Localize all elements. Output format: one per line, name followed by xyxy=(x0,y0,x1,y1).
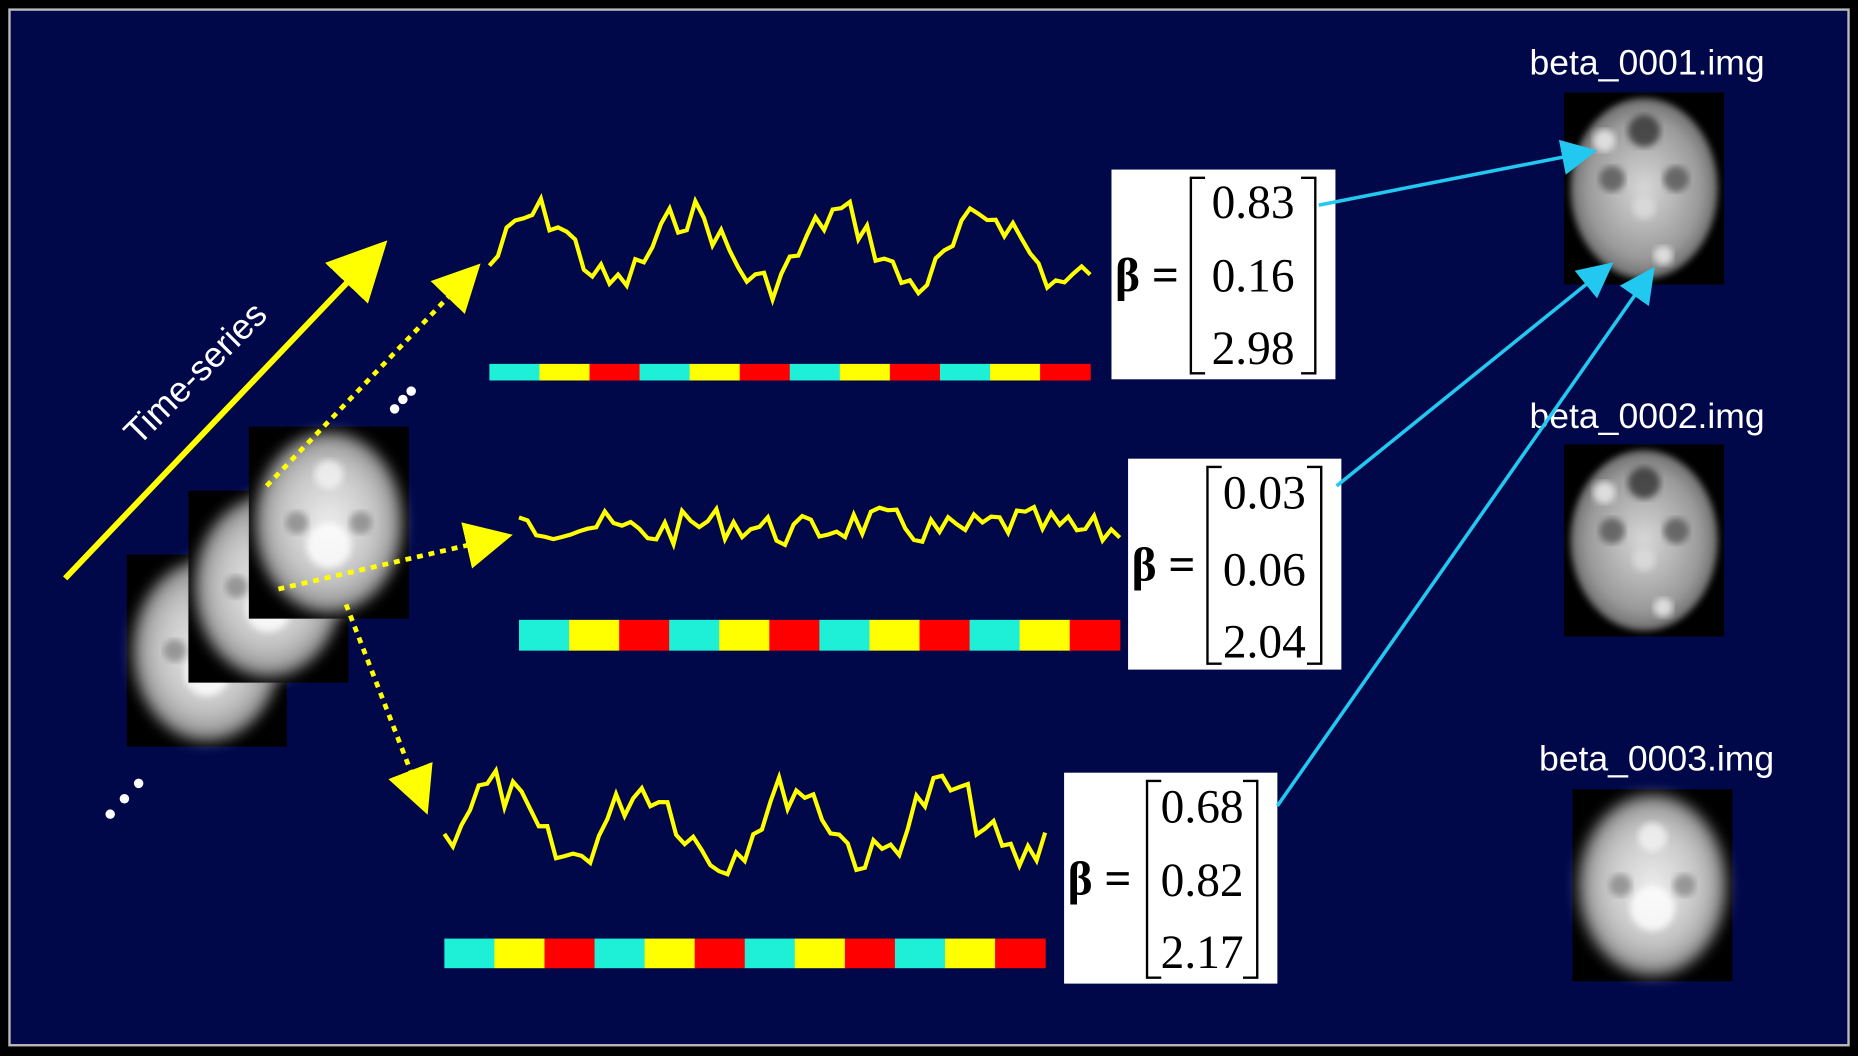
beta-value: 2.04 xyxy=(1223,617,1306,669)
brain-shape xyxy=(255,432,402,612)
brain-feature xyxy=(1599,518,1625,544)
brain-feature xyxy=(1599,166,1625,192)
brain-feature xyxy=(1628,115,1660,147)
design-block xyxy=(569,620,620,651)
brain-feature xyxy=(1633,197,1655,219)
beta-value: 0.68 xyxy=(1161,781,1244,833)
design-block xyxy=(895,939,946,969)
design-block xyxy=(790,364,841,381)
brain-feature xyxy=(314,460,343,489)
brain-feature xyxy=(1609,874,1631,896)
design-block xyxy=(489,364,540,381)
design-block xyxy=(940,364,991,381)
image-label: beta_0001.img xyxy=(1530,43,1765,83)
beta-symbol: β = xyxy=(1115,250,1179,302)
design-block xyxy=(645,939,696,969)
brain-feature xyxy=(225,575,247,597)
brain-feature xyxy=(1633,548,1655,570)
brain-shape xyxy=(1579,795,1726,975)
design-block xyxy=(519,620,570,651)
design-block xyxy=(740,364,791,381)
brain-feature xyxy=(1673,874,1695,896)
image-label: beta_0002.img xyxy=(1530,396,1765,436)
design-block xyxy=(444,939,495,969)
design-block xyxy=(840,364,891,381)
design-block xyxy=(995,939,1046,969)
design-block xyxy=(669,620,720,651)
brain-image xyxy=(249,427,409,619)
design-block xyxy=(795,939,846,969)
design-block xyxy=(920,620,971,651)
beta-symbol: β = xyxy=(1068,854,1132,906)
design-block xyxy=(945,939,996,969)
brain-feature xyxy=(164,639,186,661)
design-block xyxy=(769,620,820,651)
brain-feature xyxy=(1593,481,1615,503)
design-block xyxy=(970,620,1021,651)
design-block xyxy=(640,364,691,381)
brain-feature xyxy=(1630,886,1675,931)
beta-value: 2.98 xyxy=(1212,323,1295,375)
brain-feature xyxy=(1593,129,1615,151)
beta-value: 0.06 xyxy=(1223,544,1306,596)
design-block xyxy=(1070,620,1121,651)
brain-feature xyxy=(1654,598,1673,617)
diagram: Time-series β =0.830.162.98β =0.030.062.… xyxy=(0,0,1858,1056)
design-block xyxy=(494,939,545,969)
design-block xyxy=(1020,620,1071,651)
design-block xyxy=(890,364,941,381)
design-block xyxy=(539,364,590,381)
design-block xyxy=(690,364,741,381)
design-block xyxy=(869,620,920,651)
beta-value: 0.03 xyxy=(1223,467,1306,519)
beta-value: 0.16 xyxy=(1212,251,1295,303)
brain-feature xyxy=(1628,467,1660,499)
design-block xyxy=(544,939,595,969)
design-block xyxy=(1040,364,1091,381)
design-block xyxy=(619,620,670,651)
design-block xyxy=(719,620,770,651)
beta-value: 2.17 xyxy=(1161,927,1244,979)
design-block xyxy=(990,364,1041,381)
design-block xyxy=(590,364,641,381)
brain-feature xyxy=(1654,246,1673,265)
brain-feature xyxy=(1638,823,1667,852)
design-block xyxy=(845,939,896,969)
brain-feature xyxy=(286,511,308,533)
design-block xyxy=(745,939,796,969)
beta-value: 0.83 xyxy=(1212,177,1295,229)
brain-feature xyxy=(1663,518,1689,544)
brain-feature xyxy=(1663,166,1689,192)
design-block xyxy=(595,939,646,969)
page: Time-series β =0.830.162.98β =0.030.062.… xyxy=(0,0,1858,1056)
brain-image xyxy=(1564,444,1724,636)
brain-image xyxy=(1572,789,1732,981)
brain-feature xyxy=(350,511,372,533)
image-label: beta_0003.img xyxy=(1539,738,1774,778)
design-block xyxy=(819,620,870,651)
beta-symbol: β = xyxy=(1132,540,1196,592)
brain-feature xyxy=(306,523,351,568)
design-block xyxy=(695,939,746,969)
brain-image xyxy=(1564,93,1724,285)
beta-value: 0.82 xyxy=(1161,855,1244,907)
